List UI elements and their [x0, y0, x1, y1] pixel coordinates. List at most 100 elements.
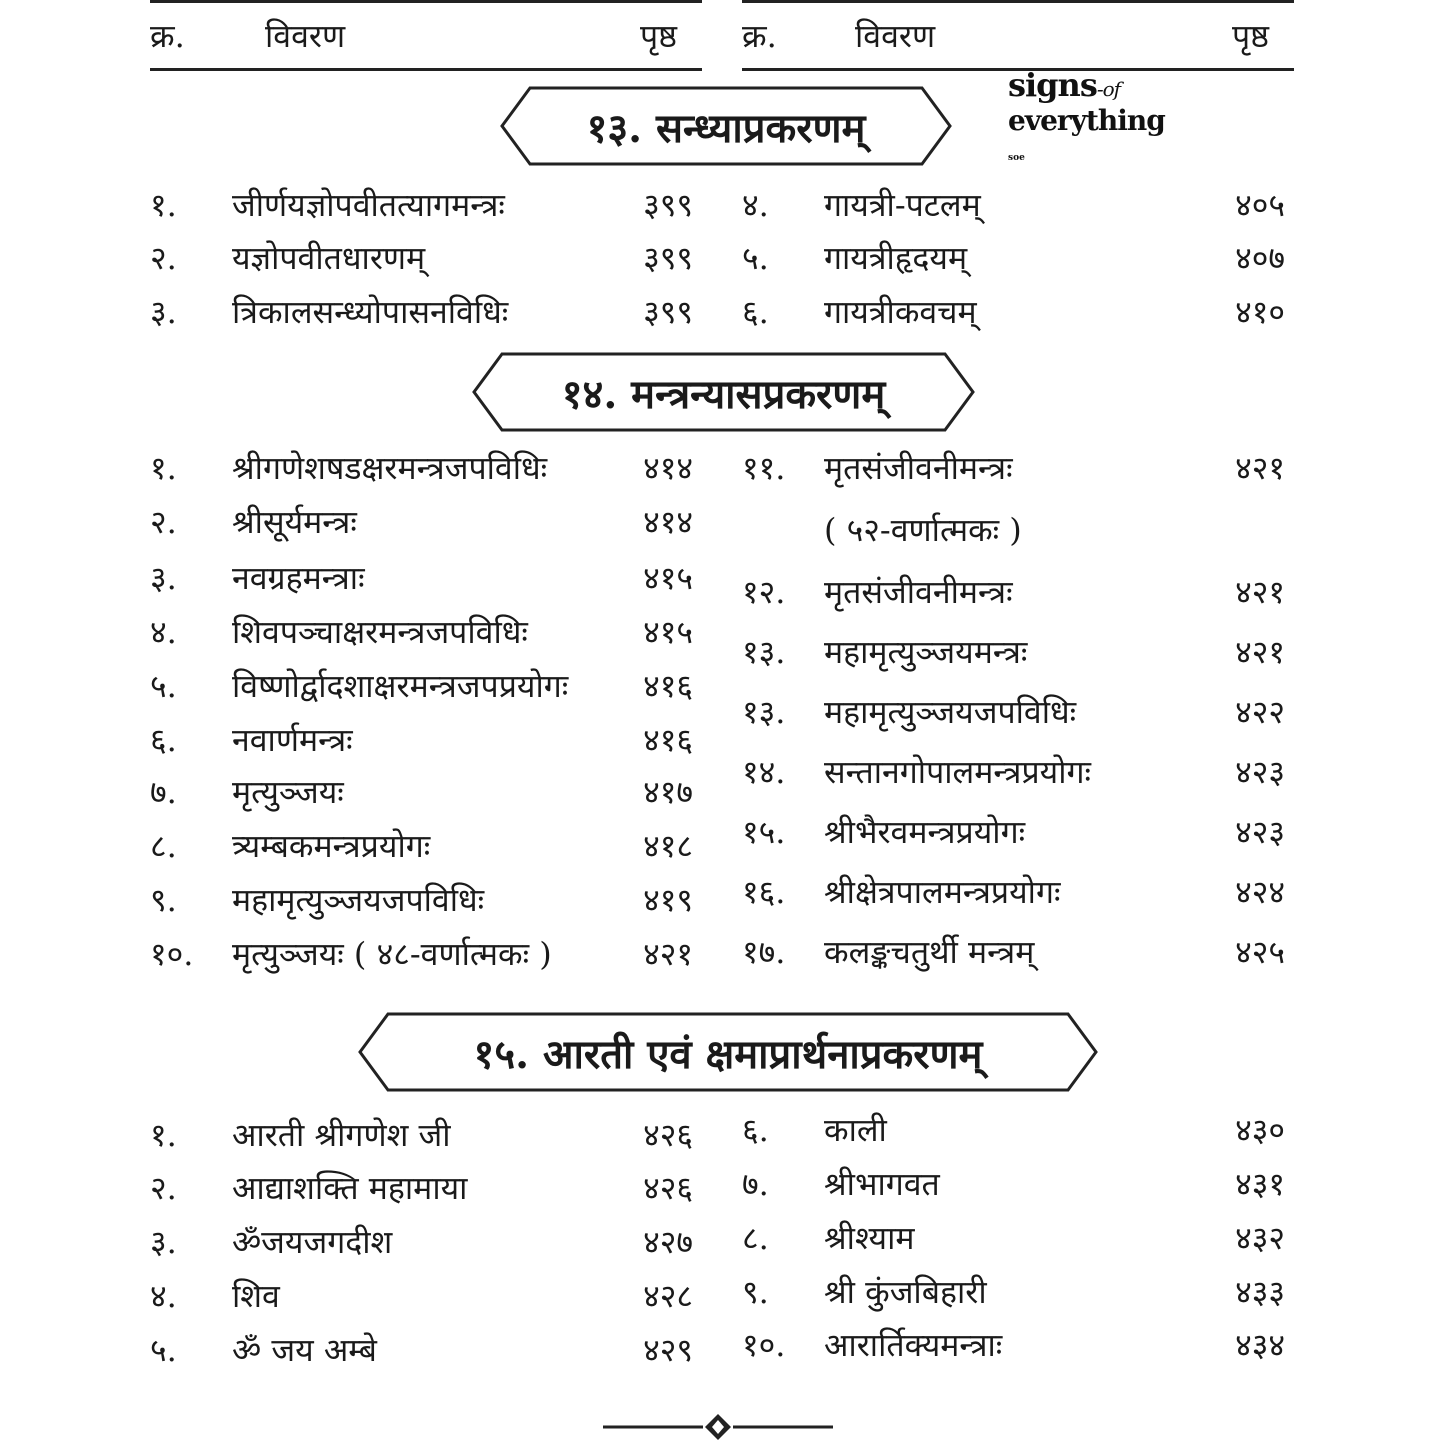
entry-title: विष्णोर्द्वादशाक्षरमन्त्रजपप्रयोगः — [232, 667, 569, 705]
toc-entry[interactable]: ६. काली ४३० — [742, 1110, 1285, 1150]
entry-page: ४२१ — [643, 935, 693, 973]
entry-page: ४२१ — [1235, 573, 1285, 611]
toc-entry[interactable]: २. श्रीसूर्यमन्त्रः ४१४ — [150, 502, 693, 542]
entry-page: ४१९ — [643, 881, 693, 919]
entry-title: ( ५२-वर्णात्मकः ) — [824, 511, 1022, 549]
header-rule-right — [742, 68, 1294, 71]
toc-entry[interactable]: ७. श्रीभागवत ४३१ — [742, 1164, 1285, 1204]
entry-title: कलङ्कचतुर्थी मन्त्रम् — [824, 933, 1035, 971]
entry-page: ३९९ — [643, 186, 693, 224]
entry-number: १. — [150, 449, 177, 487]
entry-page: ४१४ — [643, 503, 693, 541]
entry-page: ४१७ — [643, 773, 693, 811]
entry-title: श्रीसूर्यमन्त्रः — [232, 503, 357, 541]
entry-page: ४२६ — [643, 1169, 693, 1207]
entry-title: शिव — [232, 1277, 280, 1315]
toc-entry[interactable]: ३. ॐजयजगदीश ४२७ — [150, 1222, 693, 1262]
entry-page: ४२६ — [643, 1116, 693, 1154]
banner-frame — [500, 86, 952, 166]
toc-entry[interactable]: ५. ॐ जय अम्बे ४२९ — [150, 1330, 693, 1370]
entry-number: ४. — [150, 613, 177, 651]
entry-number: १. — [150, 1116, 177, 1154]
toc-entry[interactable]: ६. गायत्रीकवचम् ४१० — [742, 292, 1285, 332]
entry-number: १३. — [742, 693, 786, 731]
entry-title: त्रिकालसन्ध्योपासनविधिः — [232, 293, 509, 331]
section-banner: १३. सन्ध्याप्रकरणम् — [500, 86, 952, 166]
toc-entry[interactable]: ८. त्र्यम्बकमन्त्रप्रयोगः ४१८ — [150, 826, 693, 866]
entry-number: ४. — [742, 186, 769, 224]
watermark-logo: signs-of everything soe — [1008, 69, 1223, 170]
entry-number: १७. — [742, 933, 786, 971]
entry-title: महामृत्युञ्जयजपविधिः — [824, 693, 1077, 731]
toc-entry[interactable]: ५. गायत्रीहृदयम् ४०७ — [742, 238, 1285, 278]
toc-entry[interactable]: ७. मृत्युञ्जयः ४१७ — [150, 772, 693, 812]
toc-entry[interactable]: १६. श्रीक्षेत्रपालमन्त्रप्रयोगः ४२४ — [742, 872, 1285, 912]
toc-entry[interactable]: ९. श्री कुंजबिहारी ४३३ — [742, 1272, 1285, 1312]
banner-frame — [472, 352, 975, 432]
toc-entry[interactable]: ९. महामृत्युञ्जयजपविधिः ४१९ — [150, 880, 693, 920]
toc-entry[interactable]: ४. शिवपञ्चाक्षरमन्त्रजपविधिः ४१५ — [150, 612, 693, 652]
toc-entry[interactable]: १०. आरार्तिक्यमन्त्राः ४३४ — [742, 1325, 1285, 1365]
toc-entry[interactable]: ३. त्रिकालसन्ध्योपासनविधिः ३९९ — [150, 292, 693, 332]
entry-number: १४. — [742, 753, 786, 791]
entry-page: ४२७ — [643, 1223, 693, 1261]
toc-entry[interactable]: १७. कलङ्कचतुर्थी मन्त्रम् ४२५ — [742, 932, 1285, 972]
top-rule-left — [150, 0, 702, 3]
entry-page: ४२२ — [1235, 693, 1285, 731]
toc-entry[interactable]: ३. नवग्रहमन्त्राः ४१५ — [150, 558, 693, 598]
toc-entry[interactable]: १३. महामृत्युञ्जयजपविधिः ४२२ — [742, 692, 1285, 732]
entry-number: १५. — [742, 813, 786, 851]
toc-entry[interactable]: ११. मृतसंजीवनीमन्त्रः ४२१ — [742, 448, 1285, 488]
logo-suffix: -of — [1096, 77, 1121, 101]
entry-title: नवग्रहमन्त्राः — [232, 559, 365, 597]
toc-entry[interactable]: ८. श्रीश्याम ४३२ — [742, 1218, 1285, 1258]
entry-title: यज्ञोपवीतधारणम् — [232, 239, 426, 277]
toc-entry[interactable]: १५. श्रीभैरवमन्त्रप्रयोगः ४२३ — [742, 812, 1285, 852]
entry-page: ४०५ — [1235, 186, 1285, 224]
toc-entry[interactable]: १. श्रीगणेशषडक्षरमन्त्रजपविधिः ४१४ — [150, 448, 693, 488]
entry-page: ४२१ — [1235, 633, 1285, 671]
entry-page: ४३१ — [1235, 1165, 1285, 1203]
toc-entry[interactable]: १०. मृत्युञ्जयः ( ४८-वर्णात्मकः ) ४२१ — [150, 934, 693, 974]
entry-title: ॐजयजगदीश — [232, 1223, 393, 1261]
entry-title: महामृत्युञ्जयमन्त्रः — [824, 633, 1028, 671]
entry-number: २. — [150, 1169, 177, 1207]
toc-entry[interactable]: ४. गायत्री-पटलम् ४०५ — [742, 185, 1285, 225]
entry-number: ६. — [150, 721, 177, 759]
entry-number: ८. — [150, 827, 177, 865]
entry-title: काली — [824, 1111, 887, 1149]
toc-entry[interactable]: ५. विष्णोर्द्वादशाक्षरमन्त्रजपप्रयोगः ४१६ — [150, 666, 693, 706]
toc-entry[interactable]: २. आद्याशक्ति महामाया ४२६ — [150, 1168, 693, 1208]
entry-number: १२. — [742, 573, 786, 611]
toc-entry[interactable]: ( ५२-वर्णात्मकः ) — [742, 510, 1285, 550]
header-num-left: क्र. — [150, 17, 185, 55]
toc-entry[interactable]: १. जीर्णयज्ञोपवीतत्यागमन्त्रः ३९९ — [150, 185, 693, 225]
entry-title: आद्याशक्ति महामाया — [232, 1169, 468, 1207]
section-title: १४. मन्त्रन्यासप्रकरणम् — [561, 370, 886, 418]
toc-entry[interactable]: ४. शिव ४२८ — [150, 1276, 693, 1316]
toc-entry[interactable]: १. आरती श्रीगणेश जी ४२६ — [150, 1115, 693, 1155]
entry-title: श्रीभैरवमन्त्रप्रयोगः — [824, 813, 1026, 851]
entry-title: शिवपञ्चाक्षरमन्त्रजपविधिः — [232, 613, 528, 651]
entry-number: ३. — [150, 1223, 177, 1261]
entry-number: ७. — [742, 1165, 769, 1203]
toc-entry[interactable]: १४. सन्तानगोपालमन्त्रप्रयोगः ४२३ — [742, 752, 1285, 792]
toc-entry[interactable]: १३. महामृत्युञ्जयमन्त्रः ४२१ — [742, 632, 1285, 672]
entry-title: सन्तानगोपालमन्त्रप्रयोगः — [824, 753, 1091, 791]
entry-number: ३. — [150, 559, 177, 597]
entry-page: ४२३ — [1235, 813, 1285, 851]
banner-frame — [358, 1012, 1098, 1092]
toc-entry[interactable]: १२. मृतसंजीवनीमन्त्रः ४२१ — [742, 572, 1285, 612]
entry-number: ९. — [742, 1273, 769, 1311]
logo-line1: signs — [1008, 66, 1098, 104]
toc-entry[interactable]: ६. नवार्णमन्त्रः ४१६ — [150, 720, 693, 760]
toc-entry[interactable]: २. यज्ञोपवीतधारणम् ३९९ — [150, 238, 693, 278]
entry-number: २. — [150, 239, 177, 277]
entry-page: ४०७ — [1235, 239, 1285, 277]
entry-page: ४१६ — [643, 721, 693, 759]
entry-number: ६. — [742, 1111, 769, 1149]
header-num-right: क्र. — [742, 17, 777, 55]
entry-number: ३. — [150, 293, 177, 331]
entry-number: ८. — [742, 1219, 769, 1257]
header-page-left: पृष्ठ — [640, 17, 678, 55]
